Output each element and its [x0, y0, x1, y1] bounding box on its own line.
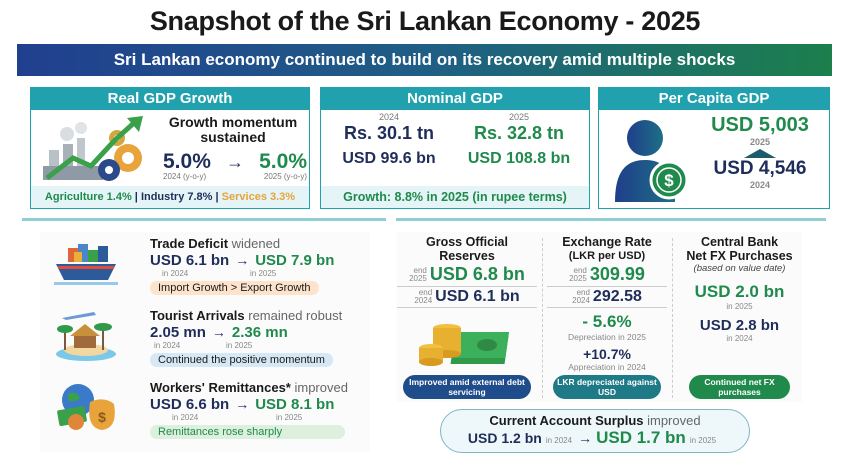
nominal-gdp-card: Nominal GDP 2024 Rs. 30.1 tn USD 99.6 bn… [320, 87, 590, 209]
arrow-right-icon: → [226, 152, 244, 172]
reserves-2024: USD 6.1 bn [435, 288, 520, 305]
person-dollar-icon: $ [615, 120, 689, 202]
sector-growth: Agriculture 1.4% | Industry 7.8% | Servi… [31, 186, 309, 208]
reserves-column: Gross Official Reserves end 2025 USD 6.8 … [397, 235, 537, 401]
money-globe-icon: $ [57, 384, 115, 430]
trade-deficit-2024: USD 6.1 bn [150, 252, 230, 269]
gdp-2024-value: 5.0% [163, 150, 211, 173]
ca-2025: USD 1.7 bn [596, 428, 686, 447]
trade-deficit-row: Trade Deficit widened USD 6.1 bn → USD 7… [40, 232, 370, 302]
exchange-rate-column: Exchange Rate (LKR per USD) end 2025 309.… [547, 235, 667, 401]
page-title: Snapshot of the Sri Lankan Economy - 202… [149, 6, 701, 36]
tourism-note: Continued the positive momentum [150, 353, 333, 367]
remittances-2024: USD 6.6 bn [150, 396, 230, 413]
per-capita-2025: USD 5,003 [711, 114, 809, 136]
per-capita-card: Per Capita GDP $ USD 5,003 2025 USD 4,54… [598, 87, 830, 209]
per-capita-2024: USD 4,546 [713, 158, 807, 179]
remittances-2025: USD 8.1 bn [255, 396, 335, 413]
arrow-right-icon: → [235, 396, 250, 412]
svg-text:$: $ [664, 171, 674, 190]
depreciation-2025: - 5.6% [582, 312, 632, 331]
tourism-island-icon [56, 312, 116, 361]
reserves-2025: USD 6.8 bn [429, 264, 525, 284]
fx-purchases-column: Central Bank Net FX Purchases (based on … [677, 235, 802, 401]
trade-deficit-2025: USD 7.9 bn [255, 252, 335, 269]
subtitle-banner: Sri Lankan economy continued to build on… [17, 44, 832, 76]
tourist-arrivals-row: Tourist Arrivals remained robust 2.05 mn… [40, 304, 370, 374]
sector-agriculture: Agriculture 1.4% [44, 191, 132, 203]
sector-industry: Industry 7.8% [140, 191, 213, 203]
cargo-ship-icon [54, 244, 118, 285]
arrow-right-icon: → [578, 430, 593, 446]
gdp-values: 5.0% → 5.0% [163, 150, 307, 174]
reserves-status-button: Improved amid external debt servicing [403, 375, 531, 399]
gdp-2025-label: 2025 (y-o-y) [263, 172, 307, 181]
factory-growth-icon [43, 116, 143, 181]
nominal-2025: 2025 Rs. 32.8 tn USD 108.8 bn [467, 112, 571, 167]
sector-services: Services 3.3% [221, 191, 296, 203]
fx-2025: USD 2.0 bn [694, 282, 785, 301]
fx-2024: USD 2.8 bn [699, 317, 780, 334]
exrate-2024: 292.58 [592, 288, 642, 305]
gdp-2025-value: 5.0% [259, 150, 307, 173]
real-gdp-card: Real GDP Growth Growth momentum sustaine… [30, 87, 310, 209]
exrate-status-button: LKR depreciated against USD [553, 375, 661, 399]
remittances-row: $ Workers' Remittances* improved USD 6.6… [40, 376, 370, 446]
trade-note: Import Growth > Export Growth [150, 281, 319, 295]
current-account-pill: Current Account Surplus improved USD 1.2… [440, 409, 750, 453]
nominal-gdp-header: Nominal GDP [321, 88, 589, 110]
divider [396, 218, 826, 221]
exrate-2025: 309.99 [589, 264, 645, 284]
triangle-up-icon [744, 149, 776, 158]
per-capita-header: Per Capita GDP [599, 88, 829, 110]
external-sector-panel: Trade Deficit widened USD 6.1 bn → USD 7… [40, 232, 370, 452]
tourists-2024: 2.05 mn [150, 324, 206, 341]
fx-status-button: Continued net FX purchases [689, 375, 790, 399]
real-gdp-header: Real GDP Growth [31, 88, 309, 110]
gdp-2024-label: 2024 (y-o-y) [163, 172, 207, 181]
monetary-panel: Gross Official Reserves end 2025 USD 6.8 … [397, 232, 802, 402]
divider [22, 218, 386, 221]
growth-headline: Growth momentum sustained [168, 114, 298, 145]
coins-cash-icon [419, 324, 510, 366]
nominal-growth: Growth: 8.8% in 2025 (in rupee terms) [321, 186, 589, 208]
svg-text:$: $ [98, 409, 106, 425]
tourists-2025: 2.36 mn [231, 324, 288, 341]
arrow-right-icon: → [235, 252, 250, 268]
nominal-2024: 2024 Rs. 30.1 tn USD 99.6 bn [342, 112, 436, 167]
remittances-note: Remittances rose sharply [150, 425, 345, 439]
appreciation-2024: +10.7% [583, 346, 631, 362]
arrow-right-icon: → [211, 324, 226, 340]
ca-2024: USD 1.2 bn [467, 430, 542, 446]
